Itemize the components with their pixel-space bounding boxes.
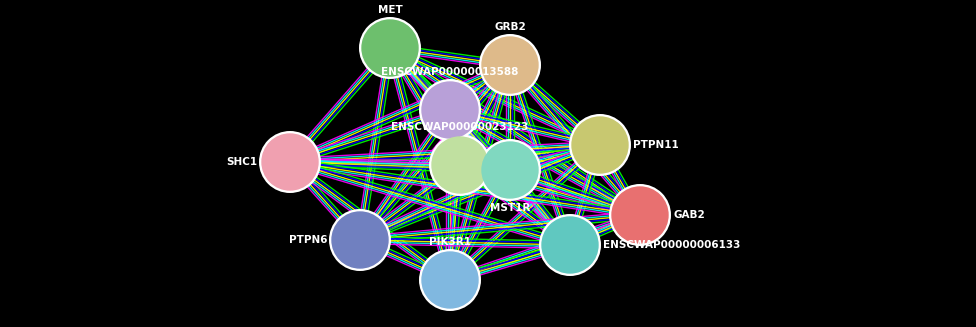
Circle shape bbox=[569, 114, 631, 176]
Circle shape bbox=[422, 82, 478, 138]
Circle shape bbox=[329, 209, 391, 271]
Circle shape bbox=[482, 37, 538, 93]
Text: MET: MET bbox=[378, 5, 402, 15]
Circle shape bbox=[419, 249, 481, 311]
Circle shape bbox=[572, 117, 628, 173]
Text: ENSCWAP00000006133: ENSCWAP00000006133 bbox=[603, 240, 741, 250]
Text: MST1R: MST1R bbox=[490, 203, 530, 213]
Circle shape bbox=[482, 142, 538, 198]
Circle shape bbox=[432, 137, 488, 193]
Circle shape bbox=[479, 34, 541, 96]
Text: GAB2: GAB2 bbox=[673, 210, 705, 220]
Text: PTPN11: PTPN11 bbox=[633, 140, 678, 150]
Text: SHC1: SHC1 bbox=[225, 157, 257, 167]
Circle shape bbox=[539, 214, 601, 276]
Circle shape bbox=[332, 212, 388, 268]
Circle shape bbox=[429, 134, 491, 196]
Circle shape bbox=[542, 217, 598, 273]
Circle shape bbox=[612, 187, 668, 243]
Circle shape bbox=[422, 252, 478, 308]
Text: ENSCWAP00000013588: ENSCWAP00000013588 bbox=[382, 67, 518, 77]
Text: PIK3R1: PIK3R1 bbox=[429, 237, 471, 247]
Text: GRB2: GRB2 bbox=[494, 22, 526, 32]
Circle shape bbox=[259, 131, 321, 193]
Circle shape bbox=[262, 134, 318, 190]
Circle shape bbox=[362, 20, 418, 76]
Circle shape bbox=[419, 79, 481, 141]
Text: PTPN6: PTPN6 bbox=[289, 235, 327, 245]
Circle shape bbox=[609, 184, 671, 246]
Circle shape bbox=[479, 139, 541, 201]
Text: ENSCWAP00000023123: ENSCWAP00000023123 bbox=[391, 122, 529, 132]
Circle shape bbox=[359, 17, 421, 79]
